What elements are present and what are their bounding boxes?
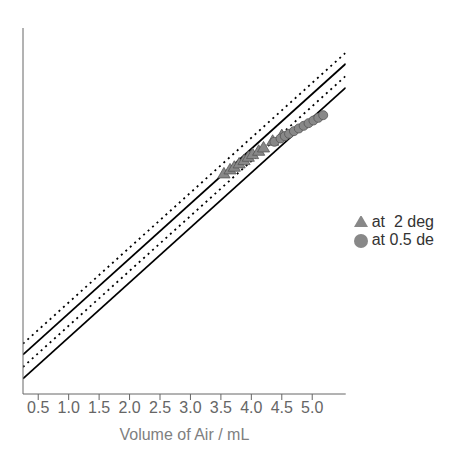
svg-text:2.5: 2.5	[149, 399, 171, 416]
svg-text:3.5: 3.5	[210, 399, 232, 416]
svg-text:1.0: 1.0	[58, 399, 80, 416]
svg-text:5.0: 5.0	[301, 399, 323, 416]
svg-text:3.0: 3.0	[179, 399, 201, 416]
svg-text:0.5: 0.5	[27, 399, 49, 416]
svg-text:2.0: 2.0	[118, 399, 140, 416]
svg-text:1.5: 1.5	[88, 399, 110, 416]
svg-text:4.0: 4.0	[240, 399, 262, 416]
svg-text:Volume of Air / mL: Volume of Air / mL	[119, 426, 249, 443]
html-text:at 0.5 de: at 0.5 de	[371, 231, 434, 248]
svg-text:4.5: 4.5	[271, 399, 293, 416]
html-text:at 2 deg: at 2 deg	[371, 213, 434, 230]
